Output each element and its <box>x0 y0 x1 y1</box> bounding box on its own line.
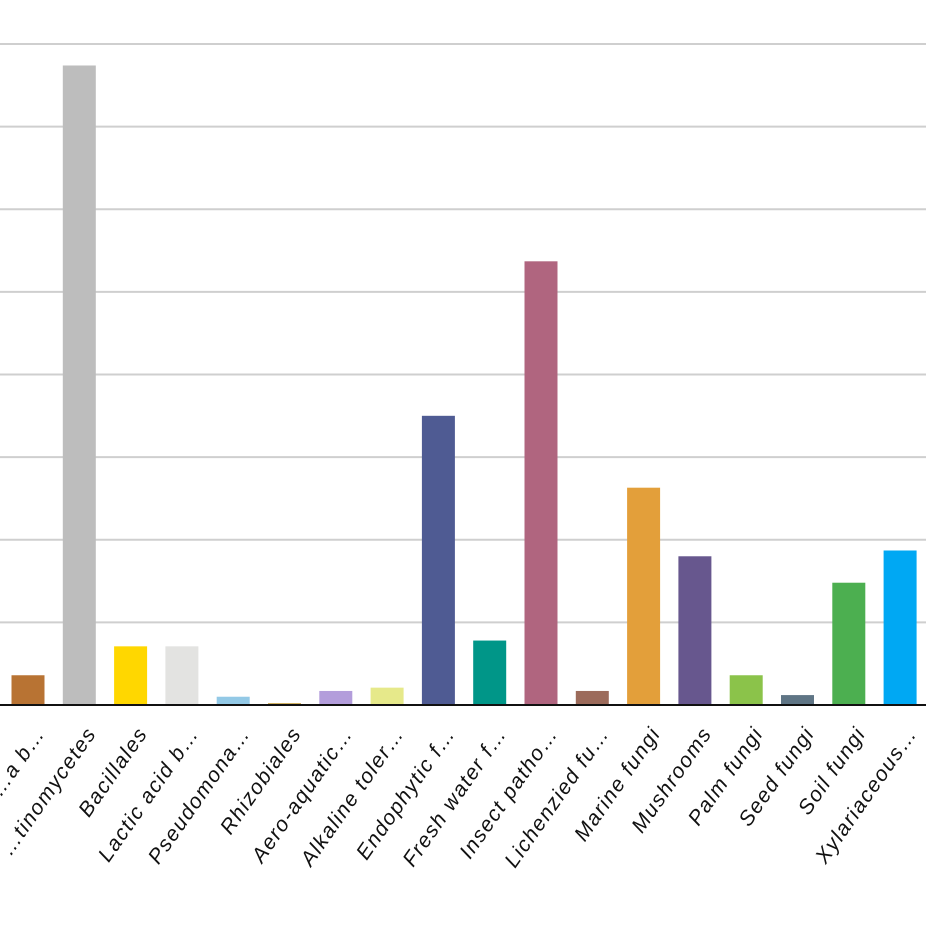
y-gridlines <box>0 43 926 624</box>
bar <box>473 640 507 705</box>
bar <box>319 690 353 705</box>
bar <box>370 687 404 705</box>
bar <box>729 675 763 705</box>
bar <box>216 696 250 705</box>
bar <box>627 487 661 705</box>
bar <box>165 646 199 705</box>
bar <box>575 690 609 705</box>
bar <box>62 65 96 706</box>
bar <box>678 556 712 705</box>
bar <box>524 261 558 705</box>
bars <box>11 65 917 706</box>
bar <box>781 695 814 705</box>
bar <box>11 675 45 705</box>
bar <box>421 415 455 705</box>
bar <box>832 582 866 705</box>
bar <box>114 646 148 705</box>
bar <box>883 550 917 705</box>
